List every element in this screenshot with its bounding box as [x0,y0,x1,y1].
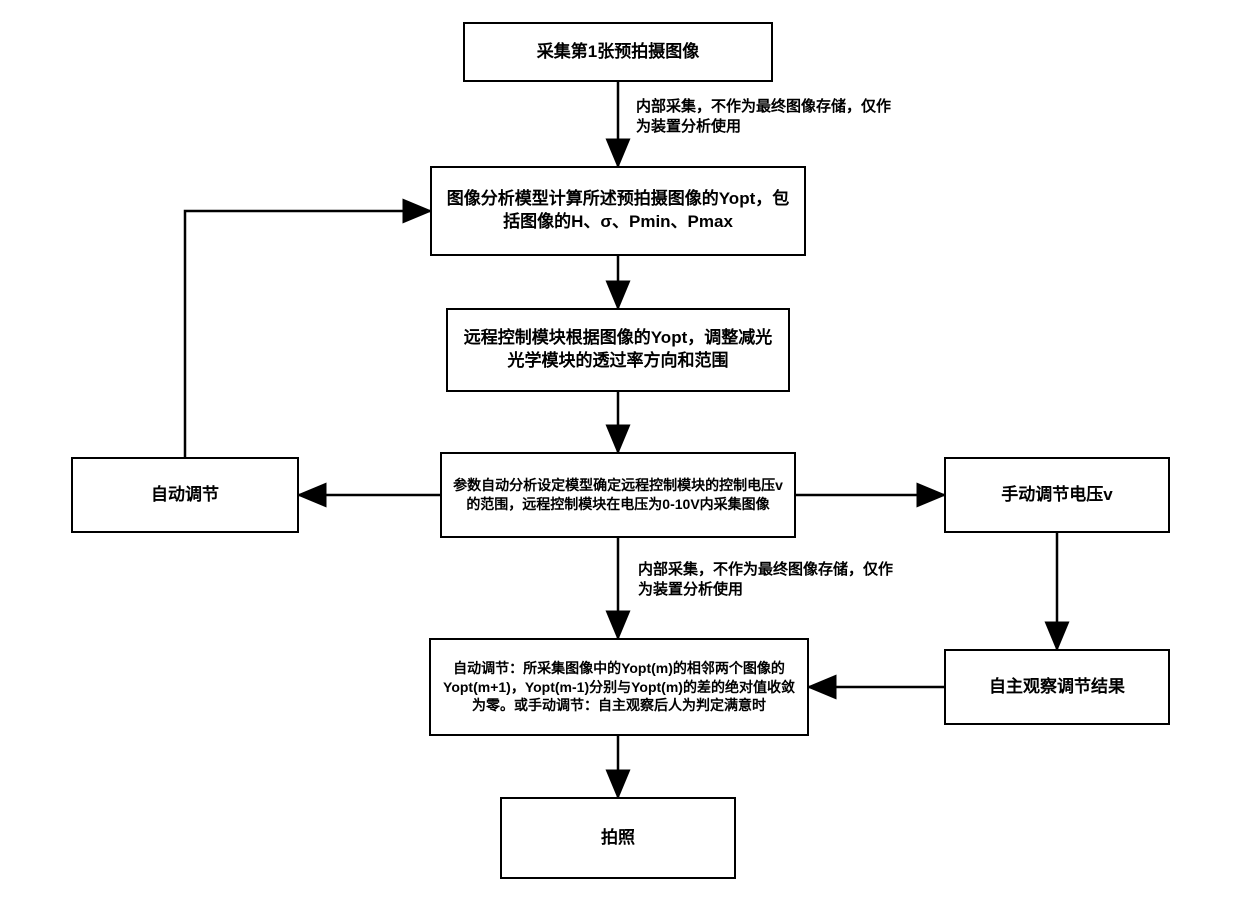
node-manual-voltage: 手动调节电压v [944,457,1170,533]
edge-n7-n2 [185,211,430,457]
node-convergence-check: 自动调节：所采集图像中的Yopt(m)的相邻两个图像的Yopt(m+1)，Yop… [429,638,809,736]
edge-label-internal-1: 内部采集，不作为最终图像存储，仅作为装置分析使用 [636,97,896,136]
node-take-photo: 拍照 [500,797,736,879]
node-remote-control: 远程控制模块根据图像的Yopt，调整减光光学模块的透过率方向和范围 [446,308,790,392]
node-param-auto-analysis: 参数自动分析设定模型确定远程控制模块的控制电压v的范围，远程控制模块在电压为0-… [440,452,796,538]
edge-label-internal-2: 内部采集，不作为最终图像存储，仅作为装置分析使用 [638,560,898,599]
node-observe-result: 自主观察调节结果 [944,649,1170,725]
node-auto-adjust: 自动调节 [71,457,299,533]
node-capture-first: 采集第1张预拍摄图像 [463,22,773,82]
node-image-analysis: 图像分析模型计算所述预拍摄图像的Yopt，包括图像的H、σ、Pmin、Pmax [430,166,806,256]
